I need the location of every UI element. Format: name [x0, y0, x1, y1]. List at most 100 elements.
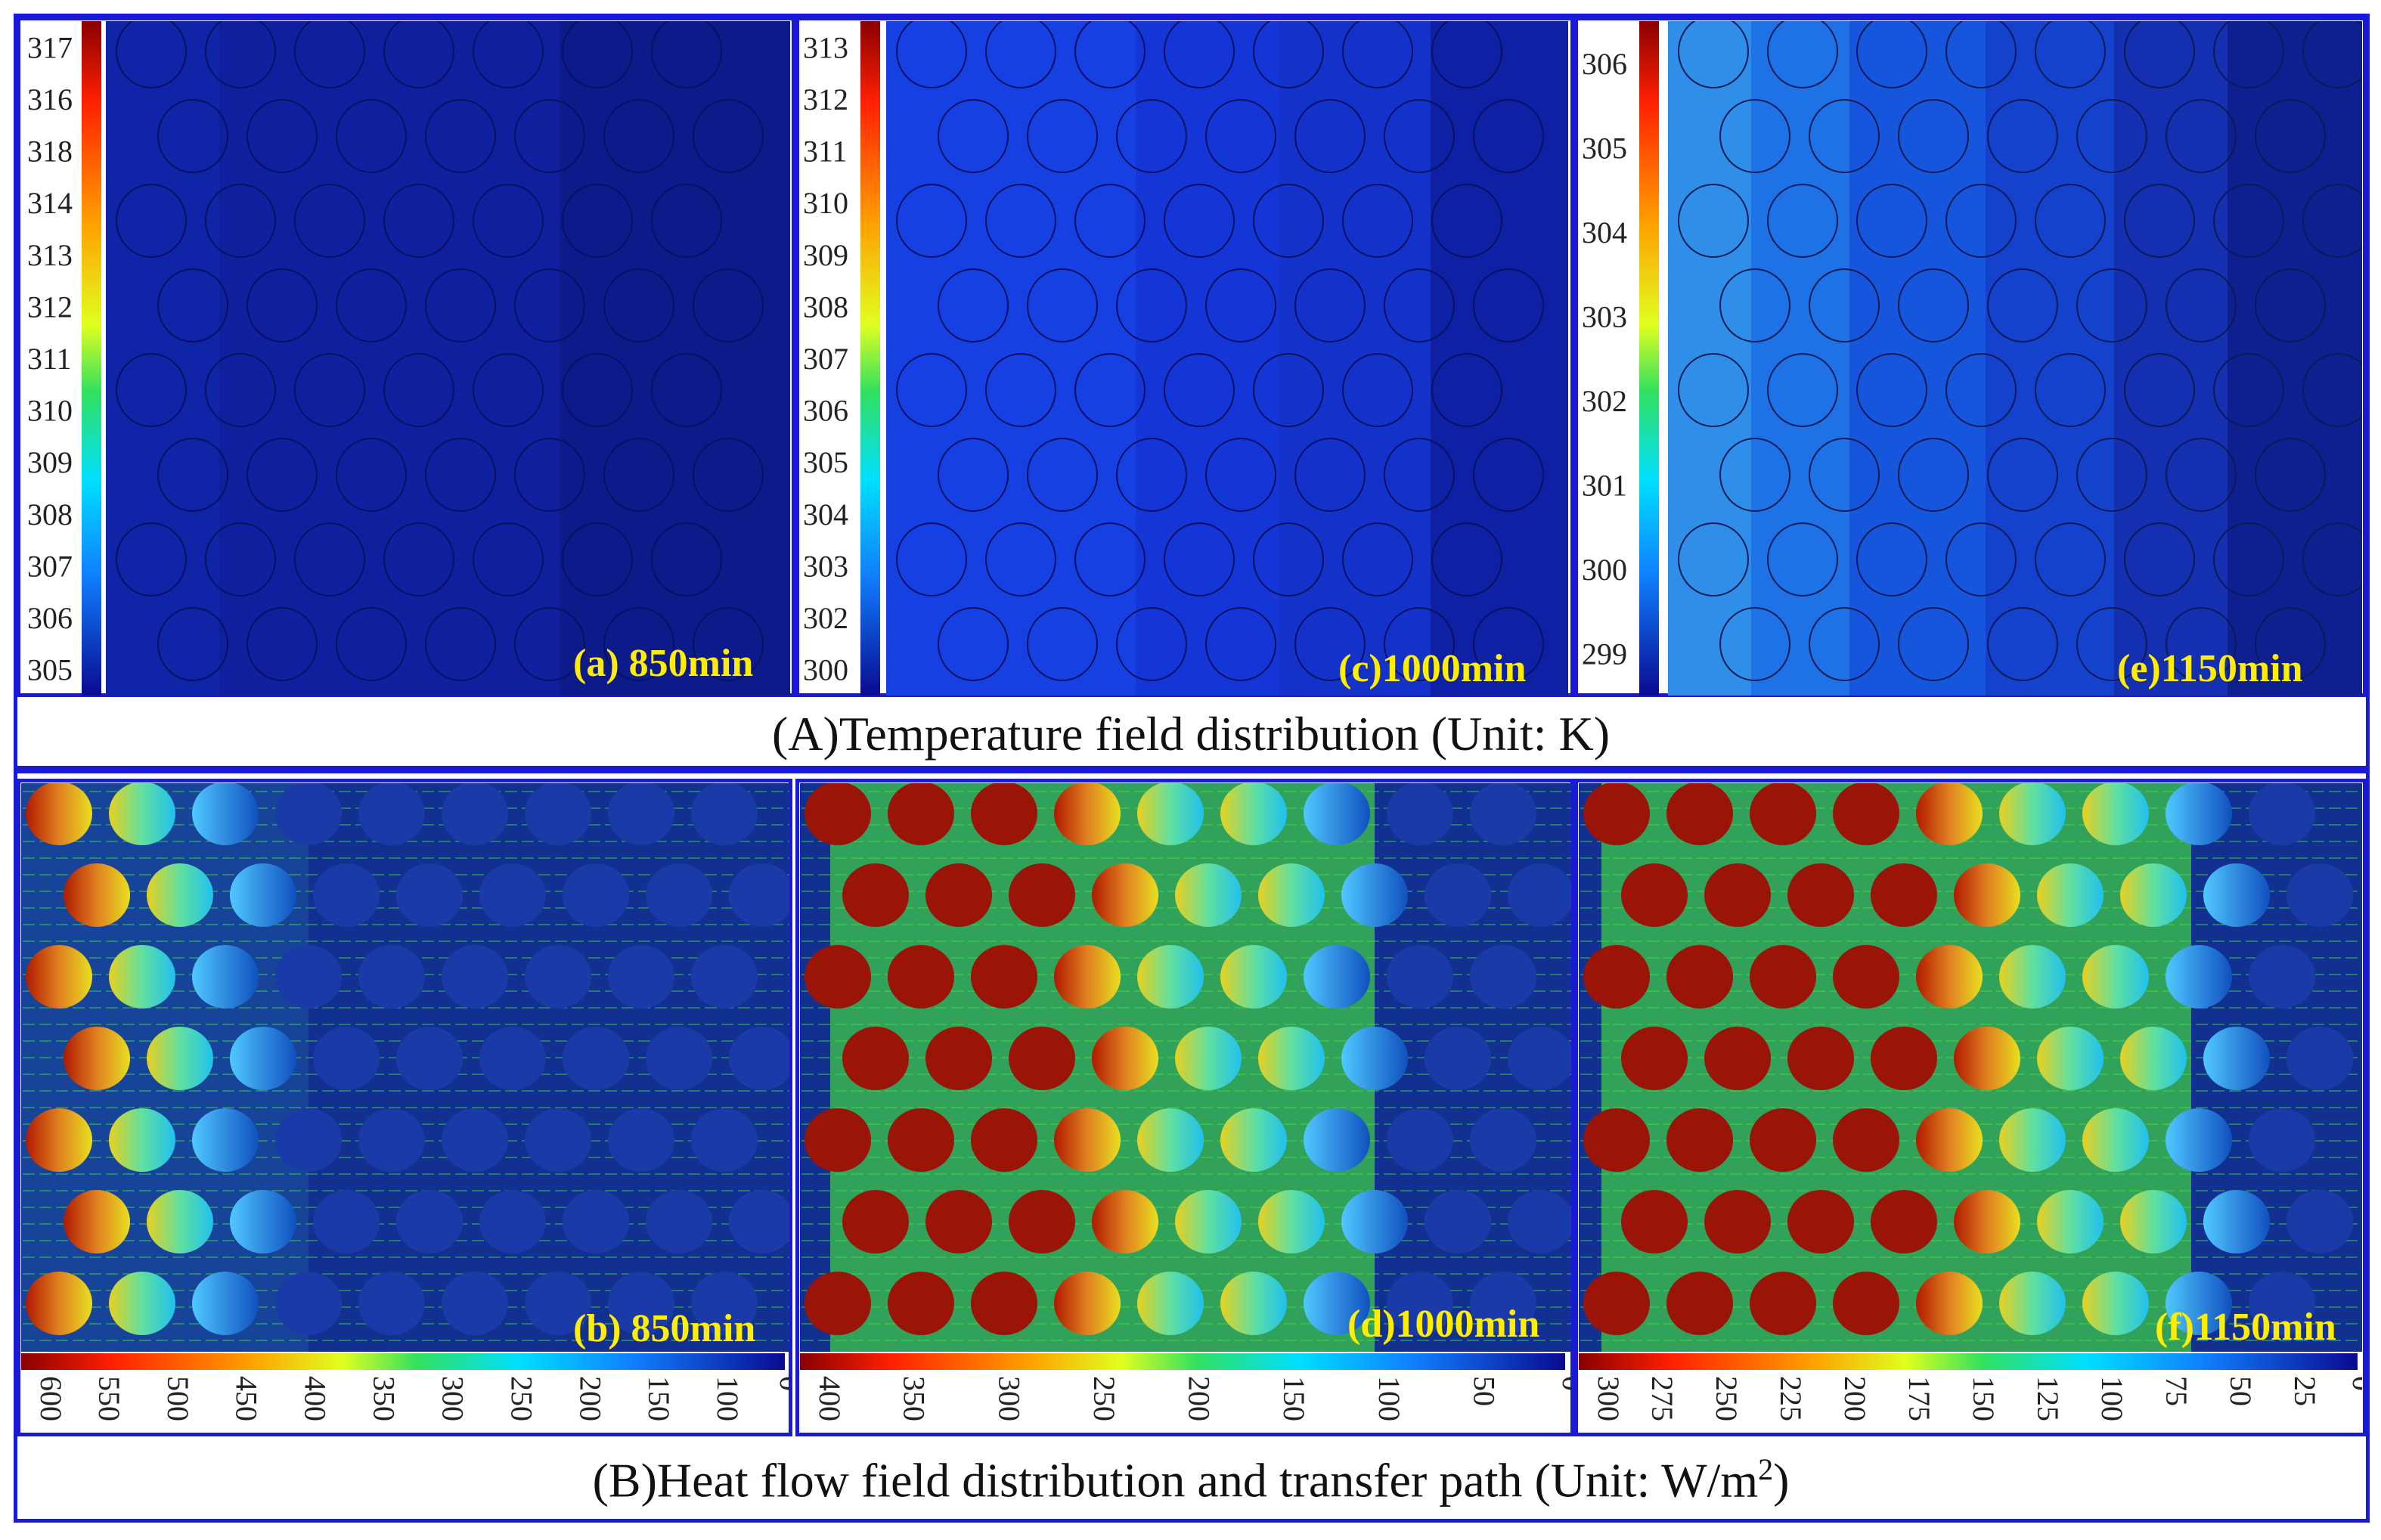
- particle-outline: [1164, 353, 1235, 427]
- particle: [925, 1027, 992, 1090]
- particle-outline: [1987, 438, 2058, 512]
- heat-colorbar-f: 3002752502252001751501251007550250: [1579, 1353, 2362, 1421]
- particle-outline: [896, 21, 967, 88]
- heat-tick-label: 250: [504, 1376, 538, 1421]
- particle: [1175, 863, 1242, 927]
- heat-tick-label: 250: [1710, 1376, 1744, 1421]
- particle: [313, 1027, 380, 1090]
- particle-outline: [294, 522, 365, 596]
- particle: [729, 1190, 789, 1253]
- temp-colorbar-c: 313 312 311 310 309 308 307 306 305 304 303 302 300: [803, 21, 880, 696]
- heat-tick-label: 75: [2159, 1376, 2193, 1406]
- particle: [442, 1272, 508, 1335]
- particle: [2203, 1190, 2270, 1253]
- particle-outline: [1116, 438, 1187, 512]
- particle: [888, 1108, 954, 1172]
- particle: [313, 1190, 380, 1253]
- particle: [888, 783, 954, 845]
- particle: [313, 863, 380, 927]
- particle: [1750, 1272, 1816, 1335]
- heat-panel-b: [17, 779, 792, 1436]
- particle: [1220, 1272, 1287, 1335]
- particle: [1470, 1108, 1536, 1172]
- particle-outline: [693, 268, 764, 342]
- particle-outline: [1856, 522, 1927, 596]
- particle-outline: [985, 184, 1056, 258]
- particle-outline: [1384, 438, 1455, 512]
- particle: [1470, 783, 1536, 845]
- caption-heat-flow: (B)Heat flow field distribution and tran…: [17, 1452, 2365, 1508]
- particle: [396, 1190, 463, 1253]
- heat-tick-label: 275: [1645, 1376, 1679, 1421]
- particle: [26, 1108, 92, 1172]
- particle-outline: [1856, 21, 1927, 88]
- particle-outline: [2124, 353, 2195, 427]
- temp-tick-label: 311: [803, 135, 848, 169]
- particle-outline: [1027, 438, 1098, 512]
- particle: [1387, 1272, 1453, 1335]
- particle: [1954, 863, 2020, 927]
- particle: [646, 1027, 712, 1090]
- particle-outline: [1987, 99, 2058, 173]
- particle-outline: [2124, 522, 2195, 596]
- particle: [1137, 945, 1204, 1009]
- heat-tick-label: 350: [367, 1376, 401, 1421]
- particle-outline: [2166, 438, 2237, 512]
- particle: [1258, 863, 1325, 927]
- particle-outline: [336, 268, 407, 342]
- heat-label-b: (b) 850min: [573, 1307, 756, 1350]
- particle: [1137, 1108, 1204, 1172]
- particle-outline: [473, 21, 544, 88]
- particle: [842, 1027, 909, 1090]
- particle: [1009, 1027, 1075, 1090]
- particle-outline: [1431, 21, 1502, 88]
- caption-heat-sup: 2: [1758, 1452, 1774, 1486]
- particle: [192, 1108, 259, 1172]
- particle-outline: [1164, 184, 1235, 258]
- heat-tick-label: 300: [992, 1376, 1026, 1421]
- particle: [1387, 945, 1453, 1009]
- particle-outline: [651, 184, 722, 258]
- particle-outline: [1767, 353, 1838, 427]
- particle: [1999, 945, 2066, 1009]
- particle: [729, 863, 789, 927]
- particle: [2120, 1027, 2187, 1090]
- temp-tick-label: 318: [27, 135, 73, 169]
- temp-tick-label: 313: [27, 238, 73, 272]
- particle: [842, 1190, 909, 1253]
- particle: [1787, 863, 1854, 927]
- particle: [1787, 1190, 1854, 1253]
- particle-outline: [1719, 607, 1790, 681]
- particle: [1304, 1272, 1370, 1335]
- particle-outline: [1384, 268, 1455, 342]
- particle-outline: [1473, 268, 1544, 342]
- particle: [109, 1108, 175, 1172]
- particle: [1304, 783, 1370, 845]
- particle-outline: [2076, 607, 2147, 681]
- particle-outline: [985, 21, 1056, 88]
- heat-tick-label: 0: [774, 1376, 789, 1391]
- particle: [1833, 1272, 1899, 1335]
- particle: [525, 1272, 591, 1335]
- particle-outline: [1027, 607, 1098, 681]
- particle-outline: [1987, 268, 2058, 342]
- particle-outline: [2166, 99, 2237, 173]
- particle-outline: [1027, 99, 1098, 173]
- particle: [2120, 863, 2187, 927]
- particle: [1387, 1108, 1453, 1172]
- particle: [1666, 945, 1733, 1009]
- particle-outline: [336, 438, 407, 512]
- particle-outline: [1253, 184, 1324, 258]
- temp-tick-label: 302: [803, 601, 848, 635]
- particle: [2286, 1190, 2353, 1253]
- particle-outline: [1856, 353, 1927, 427]
- particle: [925, 1190, 992, 1253]
- particle-outline: [1342, 21, 1413, 88]
- particle-outline: [1164, 21, 1235, 88]
- particle: [1092, 863, 1158, 927]
- particle: [1787, 1027, 1854, 1090]
- particle: [192, 783, 259, 845]
- particle: [2082, 945, 2149, 1009]
- particle-outline: [473, 184, 544, 258]
- particle: [1304, 945, 1370, 1009]
